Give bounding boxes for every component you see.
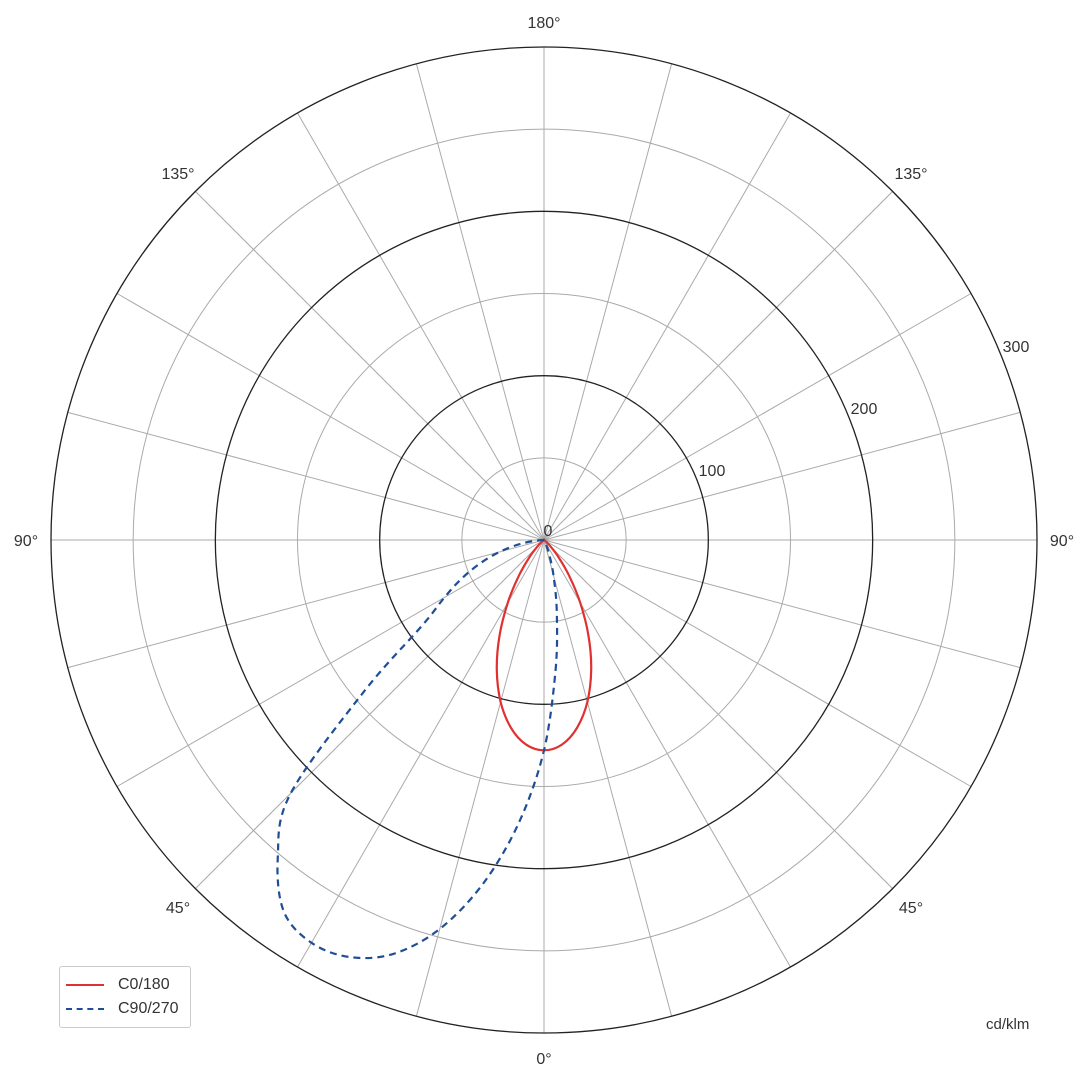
angle-label-left: 90° [14, 533, 38, 550]
legend-item-c90-270: C90/270 [66, 998, 179, 1020]
major-ring-300 [50, 46, 1038, 1034]
angle-label-upper-left: 135° [161, 166, 194, 183]
legend-swatch-dashed [66, 1008, 104, 1010]
legend-swatch-solid [66, 984, 104, 986]
angle-label-right: 90° [1050, 533, 1074, 550]
unit-label: cd/klm [986, 1016, 1030, 1033]
series-curves [276, 538, 593, 960]
angle-label-upper-right: 135° [894, 166, 927, 183]
legend: C0/180 C90/270 [59, 966, 191, 1028]
series-line-C90-270 [276, 538, 559, 960]
minor-ring-250 [132, 128, 956, 952]
r-tick-200: 200 [851, 401, 878, 418]
legend-label: C0/180 [118, 976, 170, 993]
angle-label-lower-left: 45° [166, 900, 190, 917]
major-ring-100 [379, 375, 709, 705]
r-tick-300: 300 [1003, 339, 1030, 356]
r-tick-100: 100 [699, 463, 726, 480]
major-ring-200 [214, 210, 874, 870]
polar-grid [50, 46, 1038, 1034]
angle-label-bottom: 0° [536, 1051, 551, 1068]
minor-ring-50 [461, 457, 627, 623]
angle-label-lower-right: 45° [899, 900, 923, 917]
angle-label-top: 180° [527, 15, 560, 32]
r-tick-0: 0 [544, 523, 553, 540]
legend-label: C90/270 [118, 1000, 179, 1017]
minor-ring-150 [297, 293, 791, 787]
legend-item-c0-180: C0/180 [66, 974, 170, 996]
